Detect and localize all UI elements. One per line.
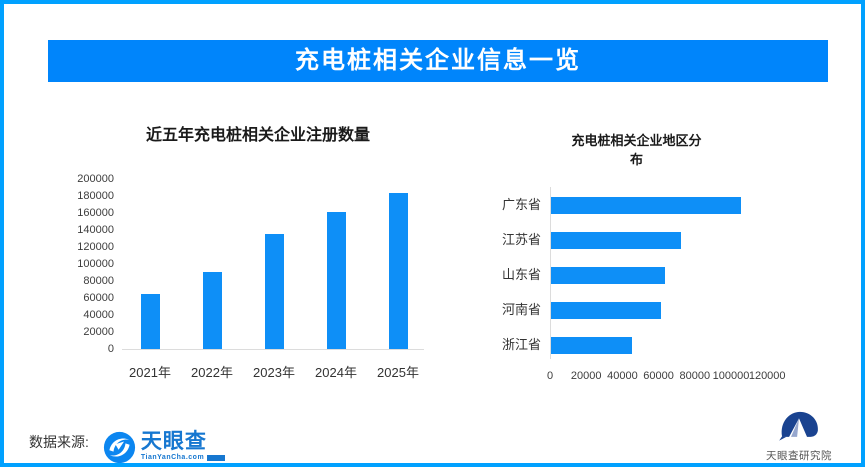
- x-axis-line: [122, 349, 424, 350]
- y-tick-label: 40000: [83, 309, 114, 321]
- y-tick-label: 120000: [77, 241, 114, 253]
- category-label: 山东省: [501, 267, 541, 282]
- y-tick-label: 80000: [83, 275, 114, 287]
- x-tick-label: 40000: [607, 370, 638, 382]
- category-label: 浙江省: [501, 337, 541, 352]
- y-tick-label: 180000: [77, 190, 114, 202]
- bar: [551, 336, 632, 354]
- category-label: 2024年: [315, 365, 357, 380]
- y-tick-label: 100000: [77, 258, 114, 270]
- institute-logo-icon: [779, 411, 818, 441]
- page-title: 充电桩相关企业信息一览: [295, 47, 581, 74]
- institute-logo: 天眼查研究院: [759, 409, 839, 463]
- category-label: 2025年: [377, 365, 419, 380]
- category-label: 江苏省: [501, 232, 541, 247]
- tianyancha-logo-icon: [103, 431, 135, 463]
- y-axis-line: [550, 187, 551, 359]
- x-tick-label: 80000: [679, 370, 711, 382]
- y-tick-label: 20000: [83, 326, 114, 338]
- data-source-label: 数据来源:: [29, 434, 89, 450]
- category-label: 2022年: [191, 365, 233, 380]
- y-tick-label: 140000: [77, 224, 114, 236]
- right-chart-title: 充电桩相关企业地区分布: [571, 133, 702, 167]
- institute-label: 天眼查研究院: [766, 450, 832, 462]
- y-tick-label: 60000: [83, 292, 114, 304]
- category-label: 2021年: [129, 365, 171, 380]
- left-chart-title: 近五年充电桩相关企业注册数量: [146, 127, 371, 144]
- tianyancha-logo: 天眼查 TianYanCha.com: [103, 430, 226, 463]
- tianyancha-name: 天眼查: [140, 430, 207, 453]
- data-source: 数据来源: 天眼查 TianYanCha.com: [29, 430, 226, 463]
- category-label: 2023年: [253, 365, 295, 380]
- tianyancha-url-text: TianYanCha.com: [140, 454, 205, 461]
- bar: [551, 231, 681, 249]
- y-tick-label: 200000: [77, 173, 114, 185]
- bar: [551, 301, 661, 319]
- tianyancha-wordmark: 天眼查 TianYanCha.com: [140, 430, 226, 461]
- x-tick-label: 20000: [570, 370, 602, 382]
- category-label: 广东省: [501, 197, 541, 212]
- x-tick-label: 100000: [712, 370, 750, 382]
- category-label: 河南省: [501, 302, 541, 317]
- bar: [326, 212, 346, 349]
- bar: [264, 234, 284, 349]
- title-banner: 充电桩相关企业信息一览: [48, 40, 828, 82]
- y-tick-label: 0: [107, 343, 114, 355]
- x-tick-label: 120000: [748, 370, 786, 382]
- tianyancha-logo-underline-bar: [207, 454, 226, 461]
- bar: [388, 193, 408, 349]
- x-tick-label: 60000: [643, 370, 674, 382]
- bar: [202, 272, 222, 349]
- y-tick-label: 160000: [77, 207, 114, 219]
- bar: [551, 266, 665, 284]
- bar: [140, 294, 160, 349]
- x-tick-label: 0: [546, 370, 554, 382]
- bar: [551, 196, 741, 214]
